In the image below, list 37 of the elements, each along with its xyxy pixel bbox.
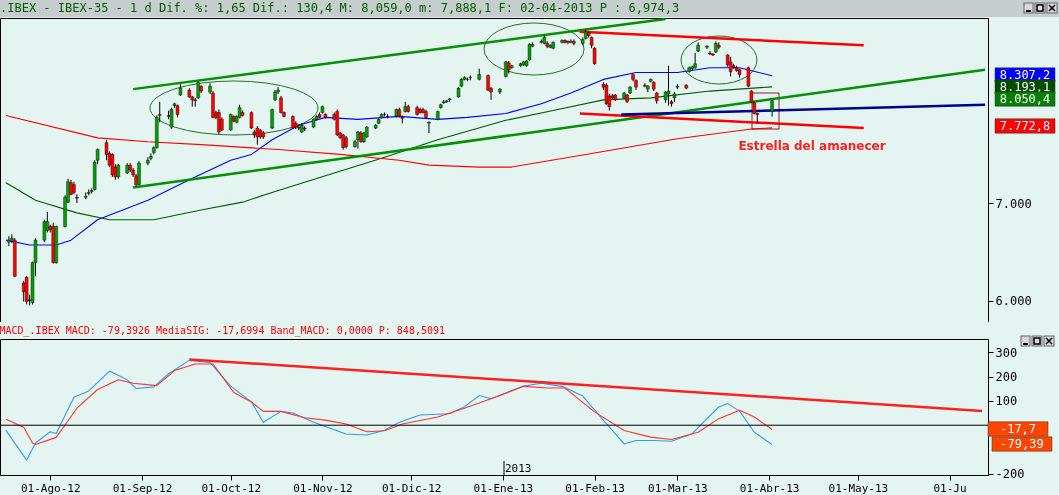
y-tick-label: 300: [995, 345, 1018, 360]
line-series: [5, 359, 773, 461]
text: 8.307,2: [999, 68, 1051, 82]
text: 8.050,4: [999, 92, 1051, 106]
chart-title: .IBEX - IBEX-35 - 1 d Dif. %: 1,65 Dif.: 130,4 M: 8,059,0 m: 7,888,1 F: 02-04-2013 P : 6,974,3: [0, 1, 680, 15]
y-tick-label: 200: [995, 370, 1018, 385]
x-tick-label: 01-Sep-12: [112, 481, 173, 495]
annotation: Estrella del amanecer: [738, 139, 886, 153]
y-tick-label: -200: [995, 467, 1025, 482]
x-tick-label: 01-Nov-12: [293, 481, 353, 495]
candlestick: [149, 152, 153, 161]
candlestick: [643, 82, 647, 88]
candlestick: [427, 120, 431, 134]
chart-title: MACD_.IBEX MACD: -79,3926 MediaSIG: -17,6994 Band_MACD: 0,0000 P: 848,5091: [0, 325, 446, 337]
x-tick-label: 01-Abr-13: [739, 481, 800, 495]
x-tick-label: 01-Dic-12: [381, 481, 442, 495]
text: 7.772,8: [999, 119, 1051, 133]
y-tick-label: 6.000: [995, 294, 1032, 309]
x-tick-label: 01-Ju: [933, 481, 967, 495]
x-tick-label: 01-Ago-12: [20, 481, 81, 495]
x-tick-label: 01-Mar-13: [648, 481, 708, 495]
y-tick-label: 7.000: [995, 196, 1032, 211]
candlestick: [146, 156, 150, 166]
annotation: 2013: [505, 462, 532, 475]
x-tick-label: 01-Oct-12: [201, 481, 262, 495]
candlestick: [75, 193, 79, 204]
candlestick: [705, 44, 709, 50]
text: -79,39: [1000, 437, 1044, 451]
y-tick-label: 100: [995, 394, 1018, 409]
text: -17,7: [999, 422, 1037, 436]
candlestick: [569, 38, 573, 44]
line-series: [5, 363, 773, 445]
candlestick: [572, 38, 576, 46]
x-tick-label: 01-May-13: [828, 481, 889, 495]
x-tick-label: 01-Ene-13: [473, 481, 534, 495]
x-tick-label: 01-Feb-13: [565, 481, 625, 495]
text: 8.193,1: [999, 80, 1051, 94]
